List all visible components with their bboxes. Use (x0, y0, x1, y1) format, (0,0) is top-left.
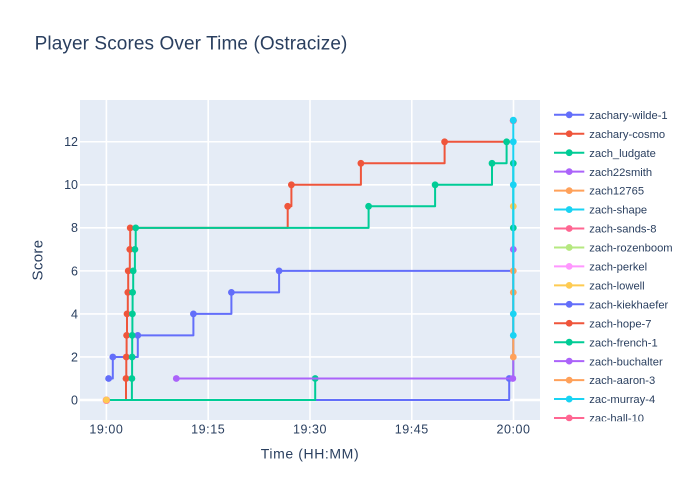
svg-text:zac-hall-10: zac-hall-10 (589, 413, 644, 425)
svg-text:19:15: 19:15 (191, 422, 225, 436)
svg-text:zach-kiekhaefer: zach-kiekhaefer (589, 299, 668, 311)
svg-text:0: 0 (71, 393, 78, 407)
svg-text:6: 6 (71, 264, 78, 278)
svg-text:zach12765: zach12765 (589, 186, 644, 198)
svg-text:19:00: 19:00 (89, 422, 123, 436)
svg-text:19:30: 19:30 (293, 422, 327, 436)
svg-text:19:45: 19:45 (395, 422, 429, 436)
svg-text:zach-buchalter: zach-buchalter (589, 356, 663, 368)
svg-text:zach-aaron-3: zach-aaron-3 (589, 375, 655, 387)
svg-text:2: 2 (71, 350, 78, 364)
svg-text:8: 8 (71, 221, 78, 235)
svg-text:Time (HH:MM): Time (HH:MM) (261, 446, 359, 462)
svg-text:zach-perkel: zach-perkel (589, 262, 647, 274)
svg-text:20:00: 20:00 (496, 422, 530, 436)
svg-text:zach-hope-7: zach-hope-7 (589, 318, 651, 330)
svg-text:zach-sands-8: zach-sands-8 (589, 224, 656, 236)
svg-text:zach-rozenboom: zach-rozenboom (589, 243, 672, 255)
svg-text:zach-french-1: zach-french-1 (589, 337, 657, 349)
svg-text:zach_ludgate: zach_ludgate (589, 148, 656, 160)
svg-text:12: 12 (64, 135, 78, 149)
svg-text:4: 4 (71, 307, 78, 321)
svg-text:10: 10 (64, 178, 78, 192)
svg-text:Player Scores Over Time (Ostra: Player Scores Over Time (Ostracize) (35, 34, 348, 55)
svg-text:zach-lowell: zach-lowell (589, 280, 644, 292)
svg-text:zac-murray-4: zac-murray-4 (589, 394, 655, 406)
svg-text:Score: Score (30, 240, 47, 281)
svg-text:zachary-wilde-1: zachary-wilde-1 (589, 110, 667, 122)
svg-text:zach22smith: zach22smith (589, 167, 652, 179)
svg-text:zach-shape: zach-shape (589, 205, 647, 217)
svg-text:zachary-cosmo: zachary-cosmo (589, 129, 665, 141)
